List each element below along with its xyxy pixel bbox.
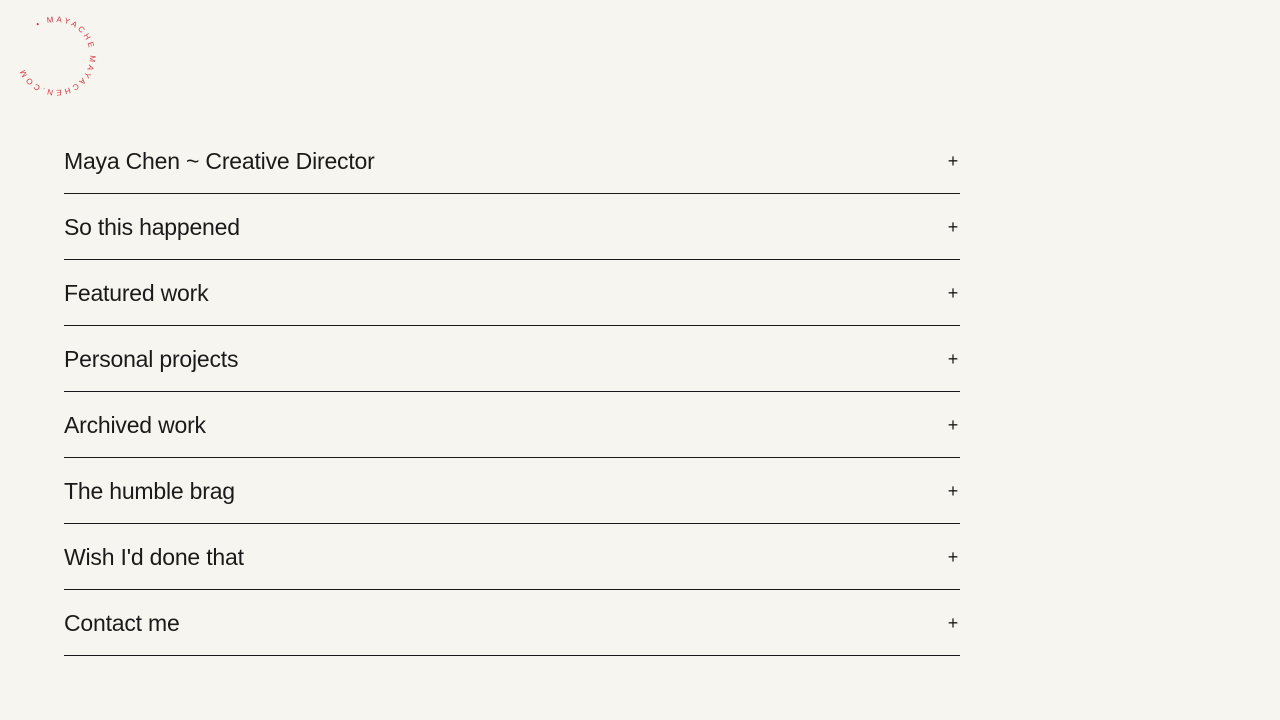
accordion-item-label: The humble brag <box>64 478 235 504</box>
accordion-item-wish-id-done-that[interactable]: Wish I'd done that + <box>64 524 960 590</box>
plus-icon[interactable]: + <box>947 613 959 633</box>
accordion-item-label: Featured work <box>64 280 209 306</box>
plus-icon[interactable]: + <box>947 217 959 237</box>
accordion-item-label: Personal projects <box>64 346 239 372</box>
accordion-item-label: So this happened <box>64 214 240 240</box>
accordion-item-label: Maya Chen ~ Creative Director <box>64 148 375 174</box>
accordion-item-contact-me[interactable]: Contact me + <box>64 590 960 656</box>
logo-text: • MAYACHE MAYACHEN.COM <box>17 15 94 97</box>
logo[interactable]: • MAYACHE MAYACHEN.COM <box>14 14 98 98</box>
accordion-item-personal-projects[interactable]: Personal projects + <box>64 326 960 392</box>
accordion-item-featured-work[interactable]: Featured work + <box>64 260 960 326</box>
accordion-item-about[interactable]: Maya Chen ~ Creative Director + <box>64 128 960 194</box>
svg-text:• MAYACHE MAYACHEN.COM: • MAYACHE MAYACHEN.COM <box>17 15 97 97</box>
accordion-item-humble-brag[interactable]: The humble brag + <box>64 458 960 524</box>
accordion: Maya Chen ~ Creative Director + So this h… <box>64 128 960 656</box>
plus-icon[interactable]: + <box>947 547 959 567</box>
accordion-item-so-this-happened[interactable]: So this happened + <box>64 194 960 260</box>
plus-icon[interactable]: + <box>947 481 959 501</box>
plus-icon[interactable]: + <box>947 283 959 303</box>
accordion-item-label: Wish I'd done that <box>64 544 244 570</box>
accordion-item-archived-work[interactable]: Archived work + <box>64 392 960 458</box>
accordion-item-label: Archived work <box>64 412 206 438</box>
plus-icon[interactable]: + <box>947 415 959 435</box>
plus-icon[interactable]: + <box>947 349 959 369</box>
accordion-item-label: Contact me <box>64 610 180 636</box>
plus-icon[interactable]: + <box>947 151 959 171</box>
